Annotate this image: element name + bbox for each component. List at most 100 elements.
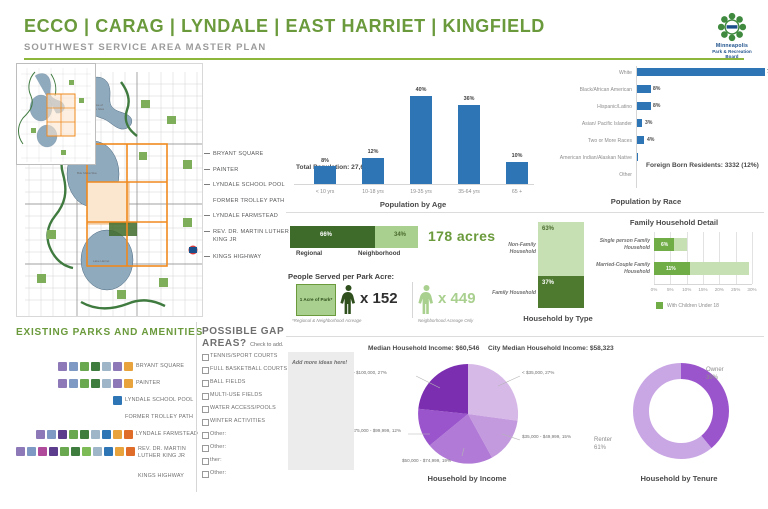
gap-item-multi-use-fields[interactable]: MULTI-USE FIELDS	[202, 392, 262, 400]
map-inset	[16, 63, 96, 165]
race-bar-3[interactable]	[637, 119, 643, 127]
park-row-mlk-jr[interactable]: REV. DR. MARTIN LUTHER KING JR	[16, 446, 196, 465]
map-legend-label: BRYANT SQUARE	[213, 151, 264, 157]
household-type-segment-family	[538, 276, 584, 308]
park-acreage-section: 66% 34% Regional Neighborhood 178 acres …	[288, 222, 528, 323]
household-type-label-family: Family Household	[492, 290, 536, 296]
gap-item-other-1[interactable]: Other:	[202, 431, 226, 439]
amenity-building-icon	[124, 379, 133, 388]
checkbox-icon[interactable]	[202, 354, 209, 361]
age-bar-3[interactable]	[458, 104, 480, 184]
park-row-kings-highway[interactable]: KINGS HIGHWAY	[16, 472, 196, 483]
checkbox-icon[interactable]	[202, 419, 209, 426]
gap-item-other-4[interactable]: Other:	[202, 470, 226, 478]
tenure-owner-text: Owner	[706, 367, 724, 373]
acreage-value-regional: 66%	[320, 232, 333, 238]
family-detail-label-married: Married-Couple Family Household	[596, 262, 650, 275]
age-bar-4[interactable]	[506, 162, 528, 184]
gap-item-other-3[interactable]: ther:	[202, 457, 222, 465]
map-legend-label: REV. DR. MARTIN LUTHER KING JR	[213, 228, 290, 243]
checkbox-icon[interactable]	[202, 445, 209, 452]
total-acres-value: 178 acres	[428, 228, 496, 244]
family-detail-bar-single-children[interactable]	[654, 238, 674, 251]
amenity-trail-icon	[102, 362, 111, 371]
gap-item-ball-fields[interactable]: BALL FIELDS	[202, 379, 246, 387]
age-bar-0[interactable]	[314, 166, 336, 184]
park-name-label: KINGS HIGHWAY	[138, 473, 185, 479]
amenity-open-space-icon	[82, 447, 91, 456]
amenity-field-icon	[69, 430, 78, 439]
income-label-50k-74k: $50,000 - $74,999, 19%	[402, 458, 452, 463]
checkbox-icon[interactable]	[202, 432, 209, 439]
add-ideas-box[interactable]	[288, 352, 354, 470]
amenity-playground-icon	[47, 430, 56, 439]
acreage-caption-neighborhood: Neighborhood	[358, 250, 401, 257]
leader-line-icon	[204, 184, 210, 186]
age-bar-2[interactable]	[410, 96, 432, 184]
family-detail-legend-label: With Children Under 18	[667, 303, 719, 309]
amenity-picnic-icon	[16, 447, 25, 456]
tenure-label-owner: Owner 39%	[706, 366, 752, 382]
amenity-recreation-icon	[113, 379, 122, 388]
race-bar-2[interactable]	[637, 102, 651, 110]
served-divider	[412, 282, 413, 318]
gap-item-full-basketball-courts[interactable]: FULL BASKETBALL COURTS	[202, 366, 287, 374]
checkbox-icon[interactable]	[202, 406, 209, 413]
one-acre-of-park-chip: 1 Acre of Park*	[296, 284, 336, 316]
checkbox-icon[interactable]	[202, 471, 209, 478]
race-bar-5[interactable]	[637, 153, 639, 161]
family-detail-axis	[654, 284, 752, 285]
tenure-donut-graphic[interactable]	[626, 356, 736, 466]
park-row-lyndale-farmstead[interactable]: LYNDALE FARMSTEAD	[16, 430, 198, 441]
amenity-playground-icon	[69, 379, 78, 388]
acreage-segment-regional	[290, 226, 375, 248]
population-by-race-chart: White 75% Black/African American 8% Hisp…	[528, 62, 768, 210]
gridline-25	[735, 232, 737, 284]
park-row-painter[interactable]: PAINTER	[16, 379, 196, 390]
checkbox-icon[interactable]	[202, 393, 209, 400]
amenity-pool-icon	[113, 396, 122, 405]
gap-item-other-2[interactable]: Other:	[202, 444, 226, 452]
gap-item-label: ther:	[210, 457, 222, 463]
amenity-court-icon	[71, 447, 80, 456]
tenure-renter-text: Renter	[594, 437, 613, 443]
park-row-former-trolley-path[interactable]: FORMER TROLLEY PATH	[16, 413, 196, 424]
age-bar-value-4: 10%	[511, 153, 523, 159]
park-row-lyndale-school-pool[interactable]: LYNDALE SCHOOL POOL	[16, 396, 196, 407]
acreage-caption-regional: Regional	[296, 250, 323, 257]
family-detail-title: Family Household Detail	[629, 218, 719, 227]
gap-item-tennis-sport-courts[interactable]: TENNIS/SPORT COURTS	[202, 353, 278, 361]
race-label-5: American Indian/Alaskan Native	[559, 155, 632, 161]
age-bar-value-1: 12%	[367, 149, 379, 155]
race-bar-0[interactable]	[637, 68, 765, 76]
amenity-trail-icon	[102, 379, 111, 388]
checkbox-icon[interactable]	[202, 380, 209, 387]
leader-line-icon	[204, 255, 210, 257]
household-type-stack[interactable]: 63% 37%	[538, 222, 584, 308]
park-row-bryant-square[interactable]: BRYANT SQUARE	[16, 362, 196, 373]
gap-item-label: TENNIS/SPORT COURTS	[210, 353, 278, 359]
amenity-building-icon	[113, 430, 122, 439]
gridline-30	[752, 232, 753, 284]
race-bar-4[interactable]	[637, 136, 644, 144]
map-legend-label: KINGS HIGHWAY	[213, 253, 262, 260]
pedestrian-icon-light	[418, 284, 436, 314]
family-detail-bar-married-children[interactable]	[654, 262, 690, 275]
checkbox-icon[interactable]	[202, 458, 209, 465]
amenity-field-icon	[60, 447, 69, 456]
age-bar-1[interactable]	[362, 157, 384, 184]
race-bar-1[interactable]	[637, 85, 651, 93]
map-legend-item-bryant-square: BRYANT SQUARE	[204, 150, 300, 158]
income-pie-graphic[interactable]	[398, 358, 538, 470]
checkbox-icon[interactable]	[202, 367, 209, 374]
amenity-court-icon	[80, 430, 89, 439]
map-legend-label: PAINTER	[213, 166, 239, 173]
gap-item-winter-activities[interactable]: WINTER ACTIVITIES	[202, 418, 265, 426]
gap-item-water-access-pools[interactable]: WATER ACCESS/POOLS	[202, 405, 276, 413]
gap-areas-subtitle: Check to add.	[250, 342, 284, 348]
map-inset-graphic	[17, 64, 95, 164]
amenity-rec-center-icon	[126, 447, 135, 456]
acreage-stacked-bar[interactable]: 66% 34%	[290, 226, 418, 248]
amenity-field-icon	[80, 362, 89, 371]
